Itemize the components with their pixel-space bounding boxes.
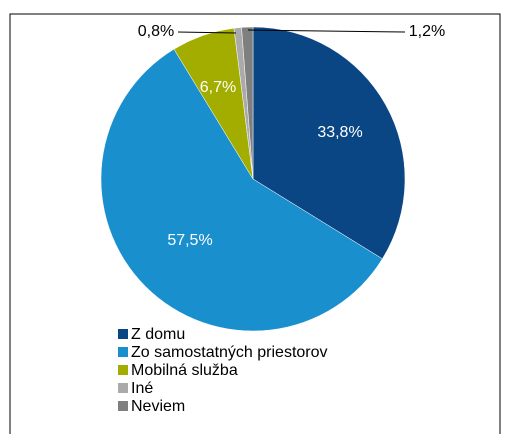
data-label: 33,8% (317, 124, 362, 141)
leader-line (177, 31, 237, 34)
legend-label: Iné (131, 380, 153, 397)
legend-swatch (118, 329, 128, 339)
legend-label: Z domu (131, 326, 185, 343)
pie-slice (100, 48, 383, 332)
data-label: 57,5% (167, 232, 212, 249)
pie-slice (252, 26, 406, 260)
legend-label: Zo samostatných priestorov (131, 344, 328, 361)
pie-slice (241, 26, 254, 180)
legend-label: Neviem (131, 398, 185, 415)
legend-swatch (118, 365, 128, 375)
leader-line (247, 29, 406, 33)
data-label: 6,7% (200, 79, 236, 96)
legend-swatch (118, 401, 128, 411)
data-label: 0,8% (138, 23, 174, 40)
legend-swatch (118, 383, 128, 393)
data-label: 1,2% (409, 23, 445, 40)
legend-swatch (118, 347, 128, 357)
legend-label: Mobilná služba (131, 362, 238, 379)
